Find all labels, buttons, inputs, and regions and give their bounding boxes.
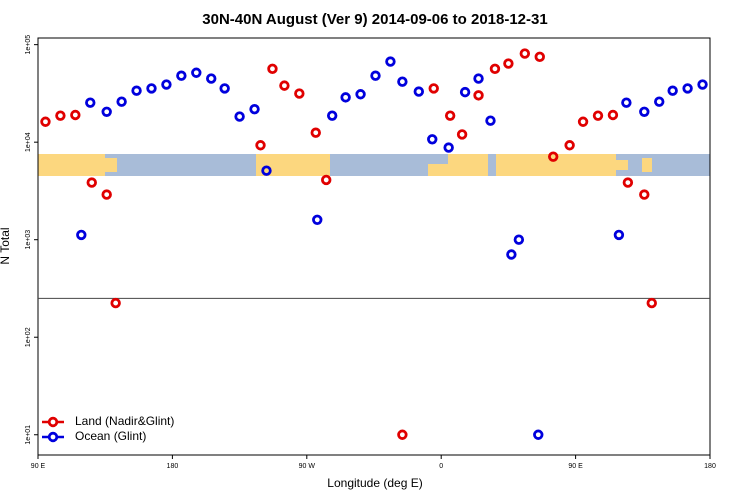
point (456, 129, 468, 140)
point (622, 177, 634, 188)
point (548, 151, 559, 162)
land-band (642, 158, 652, 172)
map-band (38, 154, 710, 176)
point (340, 92, 351, 103)
point (607, 109, 619, 121)
point (646, 297, 657, 309)
x-tick-label: 180 (704, 463, 716, 470)
point (639, 106, 650, 117)
point (564, 140, 575, 151)
point (161, 79, 172, 90)
point (55, 110, 66, 121)
land-band (428, 164, 448, 176)
point (101, 189, 112, 200)
y-tick-label: 1e+04 (25, 132, 32, 152)
point (533, 429, 544, 440)
point (519, 48, 531, 59)
point (176, 70, 187, 81)
y-axis-label: N Total (0, 227, 12, 264)
y-tick-label: 1e+02 (25, 327, 32, 347)
point (294, 88, 305, 99)
point (473, 73, 484, 84)
land-band (448, 154, 488, 176)
x-tick-label: 90 W (299, 463, 316, 470)
point (427, 134, 438, 145)
point (513, 234, 525, 245)
point (86, 177, 97, 188)
point (592, 110, 604, 121)
point (503, 58, 514, 69)
point (413, 86, 424, 97)
point (40, 116, 51, 127)
y-tick-label: 1e+05 (25, 35, 32, 55)
point (639, 189, 650, 200)
point (191, 67, 202, 78)
legend-label: Ocean (Glint) (75, 429, 146, 443)
point (321, 174, 332, 186)
legend-marker (47, 431, 59, 443)
point (310, 127, 321, 138)
land-band (38, 154, 105, 176)
point (667, 85, 678, 96)
point (267, 63, 278, 75)
point (101, 106, 112, 117)
legend-label: Land (Nadir&Glint) (75, 414, 174, 428)
point (146, 83, 157, 94)
point (255, 140, 266, 151)
point (682, 83, 693, 94)
point (697, 79, 708, 90)
point (249, 103, 260, 115)
y-tick-label: 1e+03 (25, 230, 32, 250)
point (473, 90, 484, 101)
land-band (105, 158, 117, 172)
point (459, 86, 471, 98)
point (485, 115, 496, 126)
chart-title: 30N-40N August (Ver 9) 2014-09-06 to 201… (202, 11, 547, 28)
point (506, 249, 517, 260)
x-tick-label: 180 (167, 463, 179, 470)
point (70, 109, 81, 121)
legend-marker (47, 416, 59, 428)
point (621, 97, 632, 108)
point (110, 297, 121, 309)
point (279, 80, 290, 91)
land-band (616, 160, 628, 170)
point (577, 116, 589, 127)
point (116, 96, 127, 107)
point (234, 111, 245, 122)
point (219, 83, 230, 94)
point (613, 229, 625, 241)
point (444, 110, 456, 121)
point (489, 63, 501, 75)
point (443, 142, 454, 153)
x-tick-label: 90 E (568, 463, 583, 470)
point (385, 56, 396, 67)
point (370, 70, 381, 81)
point (355, 89, 366, 100)
y-tick-label: 1e+01 (25, 425, 32, 445)
point (428, 83, 439, 94)
point (534, 51, 545, 63)
point (326, 110, 338, 121)
point (76, 229, 87, 241)
x-axis-label: Longitude (deg E) (327, 476, 422, 490)
plot-frame (37, 37, 711, 456)
land-band (256, 154, 330, 176)
x-tick-label: 90 E (31, 463, 46, 470)
land-band (496, 154, 616, 176)
x-tick-label: 0 (439, 463, 443, 470)
point (261, 165, 272, 176)
point (397, 429, 408, 440)
point (206, 73, 217, 84)
point (654, 96, 665, 107)
point (312, 214, 323, 225)
point (397, 76, 408, 87)
point (131, 85, 142, 96)
point (85, 97, 96, 108)
